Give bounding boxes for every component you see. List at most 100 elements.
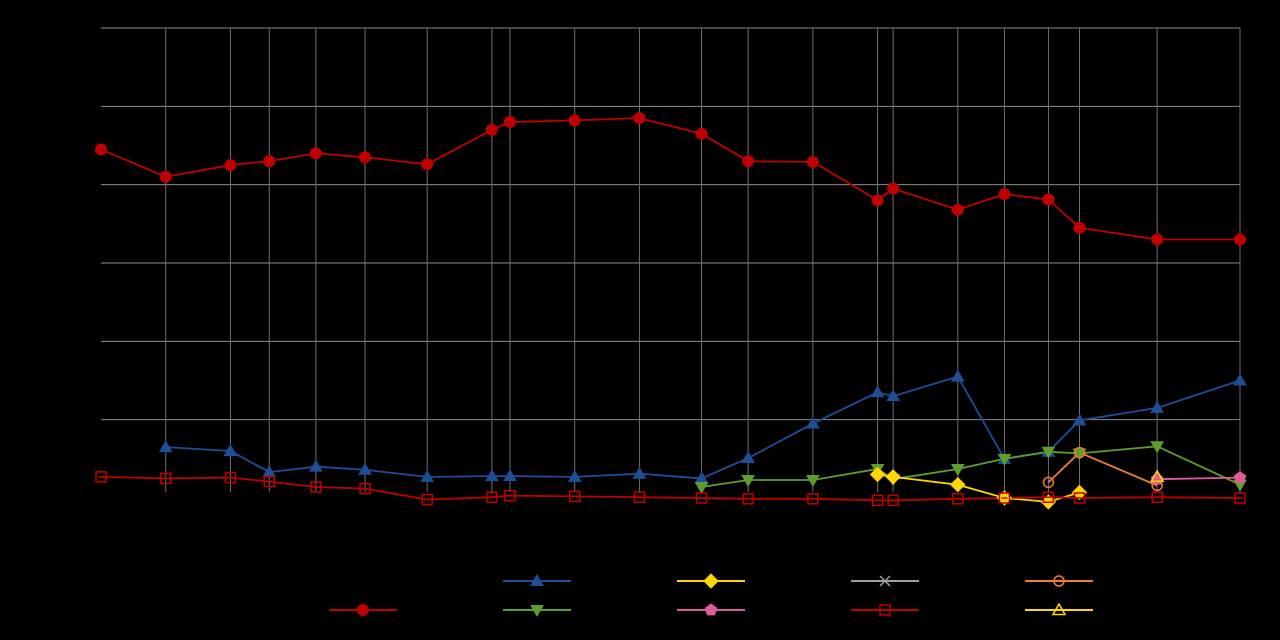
- data-point-marker: [1041, 446, 1056, 459]
- data-point-marker: [806, 155, 819, 168]
- series-line-6: [100, 476, 1241, 502]
- data-point-marker: [695, 492, 708, 504]
- data-point-marker: [421, 158, 434, 171]
- data-point-marker: [1150, 441, 1165, 454]
- data-point-marker: [887, 182, 900, 195]
- legend-entry: [329, 604, 397, 616]
- data-point-marker: [485, 123, 498, 136]
- legend-entry: [1025, 575, 1093, 587]
- data-point-marker: [486, 491, 498, 503]
- data-point-marker: [159, 472, 172, 485]
- data-point-marker: [1072, 448, 1087, 461]
- data-point-marker: [310, 481, 322, 493]
- chart-legend: [329, 573, 1093, 618]
- legend-entry: [677, 603, 745, 616]
- legend-entry: [503, 573, 571, 586]
- data-point-marker: [1053, 575, 1065, 587]
- data-point-marker: [357, 604, 369, 616]
- marker-square: [695, 492, 708, 504]
- data-point-marker: [742, 155, 755, 168]
- series-line-0: [100, 117, 1240, 241]
- marker-square: [742, 493, 754, 505]
- marker-square: [359, 482, 371, 495]
- data-point-marker: [504, 116, 517, 128]
- marker-square: [421, 493, 433, 506]
- data-point-marker: [1234, 492, 1246, 504]
- data-point-marker: [887, 494, 899, 507]
- marker-square: [263, 475, 276, 488]
- data-point-marker: [695, 127, 708, 140]
- data-point-marker: [420, 469, 435, 482]
- data-point-marker: [704, 603, 718, 616]
- data-point-marker: [632, 466, 647, 479]
- chart-series-markers: [95, 112, 1247, 510]
- data-point-marker: [806, 416, 820, 429]
- data-point-marker: [530, 605, 544, 618]
- data-point-marker: [485, 469, 499, 482]
- marker-square: [568, 490, 581, 503]
- data-point-marker: [998, 492, 1011, 504]
- data-point-marker: [95, 143, 107, 156]
- legend-entry: [851, 575, 919, 587]
- marker-square: [879, 604, 891, 616]
- data-point-marker: [870, 385, 885, 398]
- data-point-marker: [807, 493, 819, 505]
- data-point-marker: [159, 170, 172, 183]
- data-point-marker: [703, 573, 719, 589]
- data-point-marker: [1233, 471, 1247, 483]
- data-point-marker: [1072, 413, 1087, 426]
- data-point-marker: [806, 474, 820, 487]
- data-point-marker: [1073, 221, 1086, 234]
- data-point-marker: [567, 469, 582, 482]
- data-point-marker: [1151, 479, 1163, 492]
- data-point-marker: [1073, 446, 1086, 459]
- data-point-marker: [1051, 602, 1067, 616]
- data-point-marker: [421, 493, 433, 506]
- data-point-marker: [1042, 193, 1055, 206]
- data-point-marker: [1042, 476, 1055, 489]
- legend-entry: [503, 605, 571, 618]
- data-point-marker: [950, 369, 965, 382]
- data-point-marker: [1234, 233, 1246, 246]
- data-point-marker: [504, 489, 516, 502]
- marker-cross-stroke: [879, 575, 891, 587]
- data-point-marker: [263, 475, 276, 488]
- data-point-marker: [309, 147, 322, 160]
- data-point-marker: [263, 155, 276, 168]
- data-point-marker: [694, 482, 709, 495]
- data-point-marker: [1233, 373, 1247, 386]
- data-point-marker: [223, 443, 238, 456]
- data-point-marker: [568, 114, 581, 127]
- marker-square: [1073, 492, 1086, 504]
- data-point-marker: [308, 459, 323, 472]
- data-point-marker: [886, 389, 900, 402]
- data-point-marker: [95, 471, 107, 483]
- data-point-marker: [742, 493, 754, 505]
- data-point-marker: [869, 466, 886, 483]
- marker-square: [871, 494, 884, 507]
- data-point-marker: [997, 453, 1012, 466]
- chart-gridlines: [101, 27, 1241, 492]
- data-point-marker: [1073, 492, 1086, 504]
- marker-square: [224, 471, 237, 484]
- data-point-marker: [224, 159, 237, 172]
- data-point-marker: [1150, 400, 1165, 413]
- data-point-marker: [1149, 469, 1165, 483]
- marker-square: [633, 491, 646, 503]
- data-point-marker: [633, 112, 646, 125]
- data-point-marker: [871, 494, 884, 507]
- data-point-marker: [950, 476, 966, 493]
- data-point-marker: [359, 151, 372, 164]
- marker-square: [95, 471, 107, 483]
- data-point-marker: [998, 188, 1011, 201]
- marker-square: [486, 491, 498, 503]
- data-point-marker: [741, 451, 756, 464]
- data-point-marker: [1151, 491, 1163, 503]
- data-point-marker: [879, 604, 891, 616]
- marker-square: [1234, 492, 1246, 504]
- marker-square: [807, 493, 819, 505]
- legend-entry: [677, 573, 745, 589]
- data-point-marker: [885, 469, 901, 485]
